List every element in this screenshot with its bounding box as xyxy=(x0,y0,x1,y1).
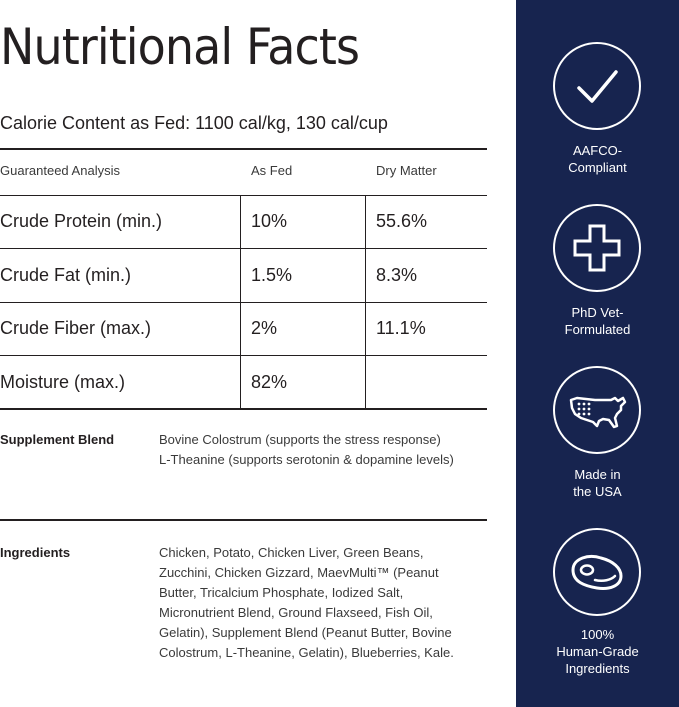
dry-matter-value: 8.3% xyxy=(376,265,418,285)
nutrient-name: Crude Protein (min.) xyxy=(0,211,163,231)
badge-label: Made in the USA xyxy=(573,467,622,499)
as-fed-value: 2% xyxy=(251,318,278,338)
supplement-blend-label: Supplement Blend xyxy=(0,432,115,447)
medical-cross-icon xyxy=(553,204,641,292)
table-top-rule xyxy=(0,148,487,150)
usa-map-icon xyxy=(553,366,641,454)
calorie-content: Calorie Content as Fed: 1100 cal/kg, 130… xyxy=(0,113,388,133)
header-guaranteed-analysis: Guaranteed Analysis xyxy=(0,163,120,178)
ingredients-line: Butter, Tricalcium Phosphate, Iodized Sa… xyxy=(159,585,404,600)
ingredients-text: Chicken, Potato, Chicken Liver, Green Be… xyxy=(159,543,489,663)
supplement-blend-text: Bovine Colostrum (supports the stress re… xyxy=(159,430,489,470)
ingredients-line: Chicken, Potato, Chicken Liver, Green Be… xyxy=(159,545,424,560)
ingredients-line: Micronutrient Blend, Ground Flaxseed, Fi… xyxy=(159,605,433,620)
dry-matter-value: 11.1% xyxy=(376,318,426,338)
ingredients-line: Zucchini, Chicken Gizzard, MaevMulti™ (P… xyxy=(159,565,439,580)
nutrient-name: Crude Fiber (max.) xyxy=(0,318,152,338)
badge-label: PhD Vet- Formulated xyxy=(564,305,631,337)
as-fed-value: 82% xyxy=(251,372,288,392)
row-divider xyxy=(0,302,487,303)
ingredients-line: Colostrum, L-Theanine, Gelatin), Blueber… xyxy=(159,645,454,660)
header-as-fed: As Fed xyxy=(251,163,293,178)
row-divider xyxy=(0,355,487,356)
checkmark-icon xyxy=(553,42,641,130)
supplement-line: Bovine Colostrum (supports the stress re… xyxy=(159,432,441,447)
ingredients-line: Gelatin), Supplement Blend (Peanut Butte… xyxy=(159,625,452,640)
row-divider xyxy=(0,248,487,249)
as-fed-value: 10% xyxy=(251,211,288,231)
column-divider xyxy=(240,195,241,409)
table-bottom-rule xyxy=(0,408,487,410)
supplement-line: L-Theanine (supports serotonin & dopamin… xyxy=(159,452,454,467)
header-rule xyxy=(0,195,487,196)
page-title: Nutritional Facts xyxy=(0,18,360,76)
nutrient-name: Moisture (max.) xyxy=(0,372,126,392)
badges-sidebar: AAFCO- Compliant PhD Vet- Formulated xyxy=(516,0,679,707)
column-divider xyxy=(365,195,366,409)
badge-label: AAFCO- Compliant xyxy=(568,143,627,175)
as-fed-value: 1.5% xyxy=(251,265,293,285)
badge-label: 100% Human-Grade Ingredients xyxy=(556,627,639,676)
nutrient-name: Crude Fat (min.) xyxy=(0,265,132,285)
header-dry-matter: Dry Matter xyxy=(376,163,437,178)
dry-matter-value: 55.6% xyxy=(376,211,428,231)
steak-icon xyxy=(553,528,641,616)
nutrition-panel: Nutritional Facts Calorie Content as Fed… xyxy=(0,18,489,663)
ingredients-label: Ingredients xyxy=(0,545,71,560)
section-rule xyxy=(0,519,487,521)
